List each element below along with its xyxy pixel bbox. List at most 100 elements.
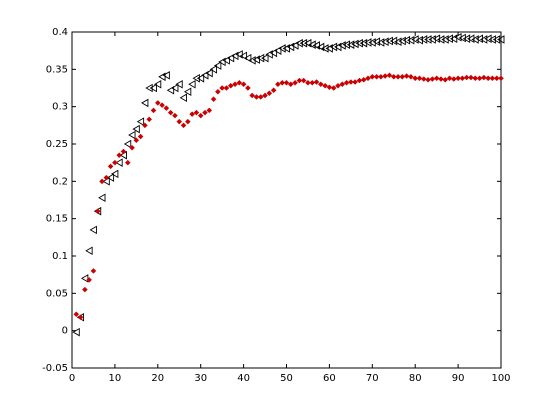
marker [342,40,351,49]
marker [206,107,213,114]
x-tick-label: 90 [452,373,465,384]
marker [339,81,346,88]
marker [172,112,178,119]
marker [215,88,221,95]
marker [274,46,282,55]
marker [330,85,337,91]
marker [326,84,333,91]
y-tick-label: 0 [62,326,68,337]
marker [429,76,436,82]
marker [278,44,286,53]
marker [180,122,187,129]
marker [445,34,453,44]
marker [402,35,411,45]
marker [107,163,114,170]
y-tick-label: 0.3 [52,102,68,113]
marker [112,159,118,166]
x-tick-label: 0 [69,373,75,384]
marker [450,76,457,82]
marker [210,96,217,103]
marker [270,87,277,94]
marker [188,79,196,89]
marker [133,137,140,144]
marker [488,35,496,44]
marker [309,79,316,86]
marker [162,71,170,80]
y-tick-label: 0.1 [52,251,68,262]
marker [459,75,466,82]
marker [313,79,320,85]
marker [468,74,474,81]
marker [317,81,324,88]
marker [243,53,252,63]
marker [124,159,131,166]
x-tick-label: 40 [237,373,250,384]
marker [433,75,440,82]
marker [287,81,294,88]
marker [275,81,281,88]
marker [90,268,97,274]
marker [192,74,200,83]
y-tick-label: 0.25 [46,139,68,150]
marker [115,158,123,167]
marker [416,75,423,82]
marker [335,82,341,89]
marker [385,36,393,46]
x-tick-label: 30 [194,373,207,384]
marker [419,35,428,44]
marker [176,118,183,125]
marker [159,102,165,109]
x-tick-label: 100 [491,373,510,384]
marker [382,73,389,79]
marker [463,74,470,81]
marker [163,105,170,112]
marker [146,116,153,123]
marker [424,35,432,44]
marker [257,94,264,100]
marker [166,85,175,95]
marker [222,56,230,65]
marker [153,79,162,89]
marker [420,76,427,82]
marker [219,85,226,91]
marker [283,79,290,86]
marker [352,79,358,85]
marker [175,79,183,89]
marker [373,73,380,80]
marker [167,109,174,116]
marker [347,79,354,85]
marker [446,75,453,82]
marker [476,75,483,82]
marker [89,225,97,235]
marker [145,83,153,93]
marker [132,124,140,134]
marker [291,41,299,50]
marker [485,75,491,82]
x-tick-label: 10 [109,373,122,384]
marker [183,87,192,97]
marker [136,117,145,126]
marker [329,42,338,52]
marker [129,144,135,151]
marker [103,174,110,181]
marker [94,208,101,215]
marker [82,286,88,293]
marker [455,75,461,82]
marker [269,48,278,58]
marker [171,83,179,93]
marker [296,77,303,84]
marker [106,173,115,182]
marker [141,98,149,108]
marker [213,61,222,70]
marker [386,72,393,79]
marker [462,34,471,44]
y-tick-label: 0.35 [46,64,68,75]
x-tick-label: 60 [323,373,336,384]
marker [197,112,204,119]
y-tick-label: 0.15 [46,214,68,225]
marker [227,82,234,89]
marker [256,53,265,63]
marker [498,75,504,82]
x-tick-label: 70 [366,373,379,384]
y-tick-label: 0.2 [52,176,68,187]
